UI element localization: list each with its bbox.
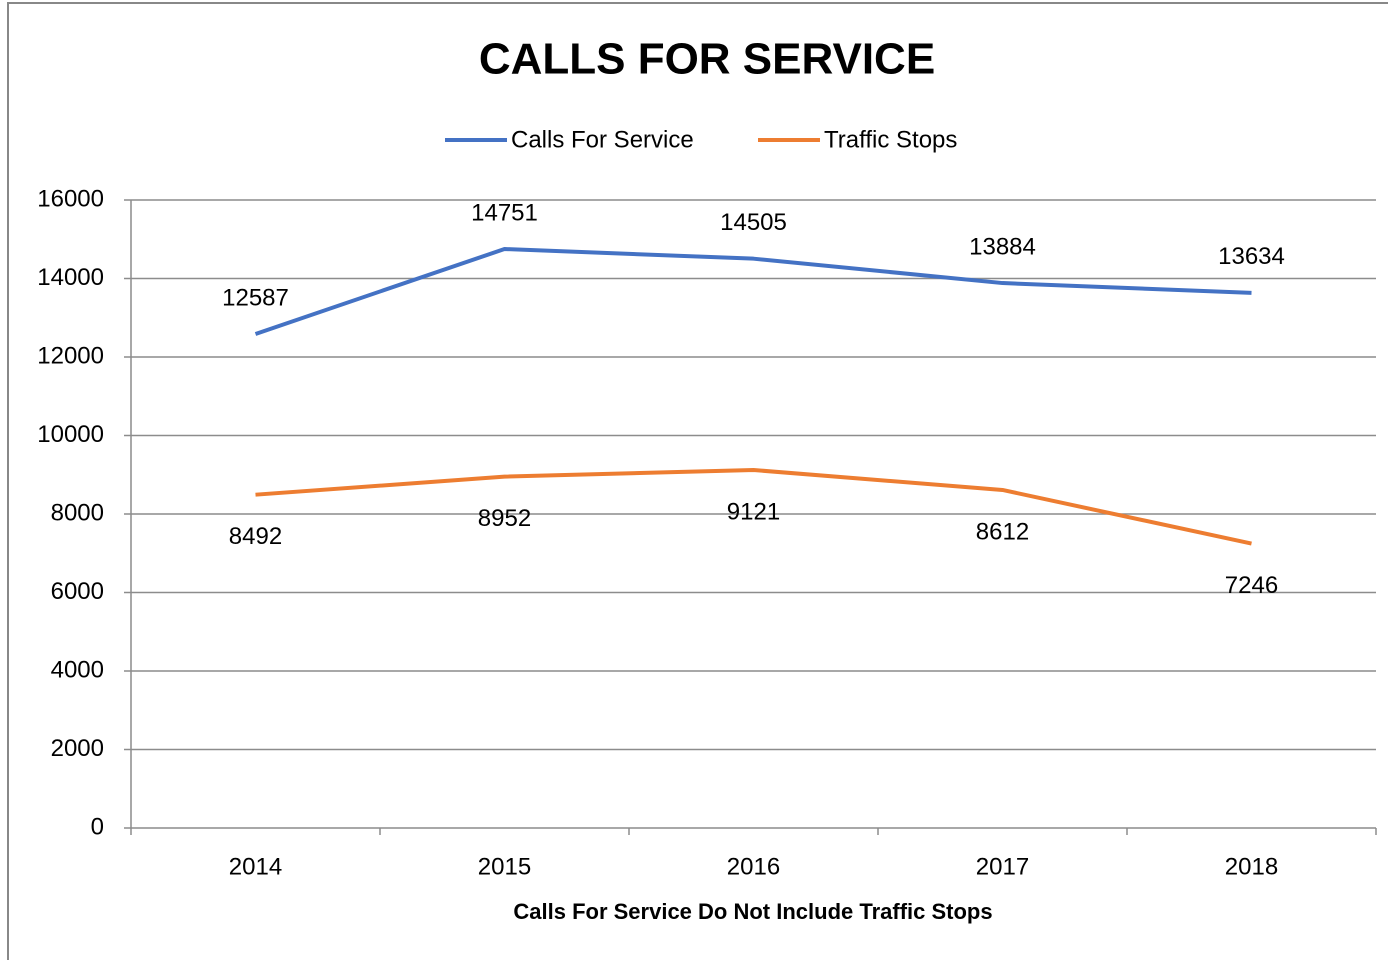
data-label: 8952 (478, 505, 531, 532)
x-tick-label: 2017 (976, 853, 1029, 880)
series-line (255, 468, 1252, 546)
y-tick-label: 6000 (51, 578, 104, 605)
y-tick-label: 2000 (51, 735, 104, 762)
data-label: 8612 (976, 518, 1029, 545)
x-tick-label: 2018 (1225, 853, 1278, 880)
data-label: 13634 (1218, 243, 1285, 270)
x-axis-label: Calls For Service Do Not Include Traffic… (513, 899, 992, 924)
data-label: 13884 (969, 233, 1036, 260)
y-tick-label: 8000 (51, 499, 104, 526)
series-line (254, 247, 1252, 336)
x-tick-label: 2016 (727, 853, 780, 880)
data-label: 8492 (229, 523, 282, 550)
data-label: 9121 (727, 498, 780, 525)
data-label: 14751 (471, 199, 538, 226)
y-tick-label: 10000 (37, 421, 104, 448)
data-label: 12587 (222, 284, 289, 311)
x-tick-label: 2015 (478, 853, 531, 880)
y-tick-label: 4000 (51, 656, 104, 683)
y-tick-label: 14000 (37, 264, 104, 291)
y-tick-label: 12000 (37, 342, 104, 369)
legend-label: Calls For Service (511, 126, 694, 153)
chart-title: CALLS FOR SERVICE (479, 35, 935, 84)
legend-label: Traffic Stops (824, 126, 957, 153)
y-tick-label: 16000 (37, 185, 104, 212)
x-tick-label: 2014 (229, 853, 282, 880)
y-tick-label: 0 (91, 813, 104, 840)
chart-frame (7, 2, 1388, 960)
data-label: 7246 (1225, 572, 1278, 599)
data-label: 14505 (720, 209, 787, 236)
